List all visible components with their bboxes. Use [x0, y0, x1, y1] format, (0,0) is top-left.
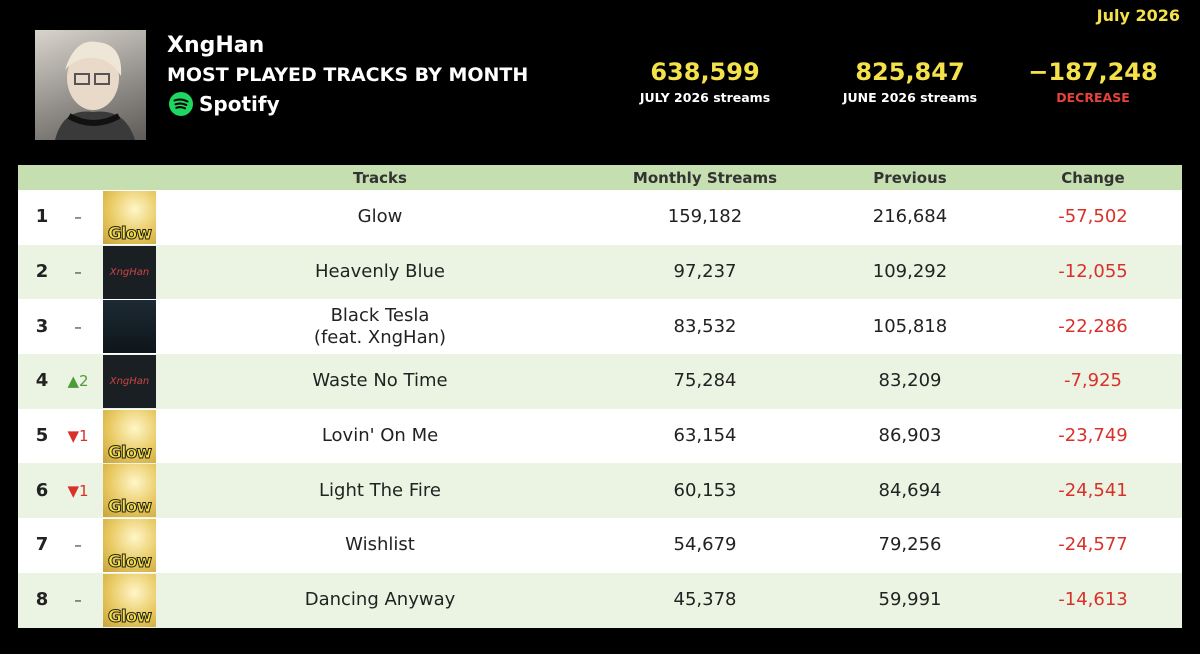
movement: – [74, 263, 82, 282]
cover-text: Glow [107, 552, 152, 573]
column-header: Monthly Streams [632, 168, 778, 187]
previous: 86,903 [878, 425, 942, 447]
track: Glow [357, 206, 403, 228]
previous: 59,991 [878, 589, 942, 611]
cover-art: XngHan [103, 245, 156, 299]
artist-name: XngHan [167, 33, 265, 58]
change: -14,613 [1058, 589, 1128, 611]
table-row: 4 ▲2 XngHan Waste No Time 75,284 83,209 -7,925 [18, 354, 1182, 409]
track: Lovin' On Me [321, 425, 439, 447]
monthly: 60,153 [673, 479, 737, 501]
monthly: 97,237 [673, 261, 737, 283]
cover-text: Glow [107, 606, 152, 627]
table-row: 5 ▼1 Glow Lovin' On Me 63,154 86,903 -23,749 [18, 408, 1182, 464]
cover-text: XngHan [109, 376, 150, 388]
movement: – [74, 591, 82, 610]
period: July 2026 [1096, 6, 1180, 25]
stat-label: DECREASE [1056, 90, 1130, 105]
column-header: Tracks [353, 168, 407, 187]
rank: 7 [35, 534, 49, 556]
track: Dancing Anyway [304, 589, 456, 611]
stat-value: 825,847 [855, 58, 965, 86]
change: -24,577 [1058, 534, 1128, 556]
spotify-icon [169, 92, 193, 116]
rank: 1 [35, 206, 49, 228]
movement: ▼1 [67, 481, 89, 500]
monthly: 75,284 [673, 370, 737, 392]
previous: 216,684 [872, 206, 948, 228]
stat-value: −187,248 [1028, 58, 1158, 86]
movement: – [74, 536, 82, 555]
rank: 3 [35, 315, 49, 337]
cover-text: Glow [107, 497, 152, 518]
monthly: 159,182 [667, 206, 743, 228]
cover-art: XngHan [103, 355, 156, 409]
cover-art: Glow [103, 464, 156, 518]
movement: – [74, 208, 82, 227]
monthly: 63,154 [673, 425, 737, 447]
previous: 83,209 [878, 370, 942, 392]
rank: 4 [35, 370, 49, 392]
table-row: 8 – Glow Dancing Anyway 45,378 59,991 -14,613 [18, 572, 1182, 628]
rank: 6 [35, 479, 49, 501]
previous: 109,292 [872, 261, 948, 283]
change: -22,286 [1058, 315, 1128, 337]
change: -57,502 [1058, 206, 1128, 228]
previous: 79,256 [878, 534, 942, 556]
stat-label: JULY 2026 streams [639, 90, 771, 105]
platform: Spotify [169, 92, 280, 116]
monthly: 83,532 [673, 315, 737, 337]
cover-art: Glow [103, 519, 156, 573]
header-row: Tracks Monthly Streams Previous Change [18, 165, 1182, 190]
stat-label: JUNE 2026 streams [842, 90, 978, 105]
cover-art: Glow [103, 191, 156, 244]
table-row: 3 – Black Tesla (feat. XngHan) 83,532 105,81… [18, 299, 1182, 355]
track: Waste No Time [312, 370, 448, 392]
cover-art: Glow [103, 573, 156, 627]
stat: 638,599 JULY 2026 streams [605, 58, 805, 105]
artist-photo [35, 30, 146, 140]
track: Black Tesla (feat. XngHan) [313, 304, 447, 348]
stat: −187,248 DECREASE [993, 58, 1193, 105]
movement: ▲2 [67, 372, 89, 391]
cover-art: Glow [103, 409, 156, 463]
table: Tracks Monthly Streams Previous Change 1 – Gl… [18, 165, 1182, 628]
change: -12,055 [1058, 261, 1128, 283]
track: Wishlist [345, 534, 415, 556]
cover-text: Glow [107, 442, 152, 463]
track: Heavenly Blue [315, 261, 445, 283]
photo-art [55, 41, 135, 140]
monthly: 54,679 [673, 534, 737, 556]
platform-name: Spotify [199, 92, 280, 116]
previous: 105,818 [872, 315, 948, 337]
change: -24,541 [1058, 479, 1128, 501]
rank: 8 [35, 589, 49, 611]
change: -7,925 [1063, 370, 1123, 392]
table-row: 7 – Glow Wishlist 54,679 79,256 -24,577 [18, 518, 1182, 573]
column-header: Previous [873, 168, 947, 187]
track: Light The Fire [319, 479, 441, 501]
monthly: 45,378 [673, 589, 737, 611]
subtitle: MOST PLAYED TRACKS BY MONTH [167, 64, 529, 86]
cover-art [103, 300, 156, 354]
table-row: 1 – Glow Glow 159,182 216,684 -57,502 [18, 190, 1182, 245]
stat: 825,847 JUNE 2026 streams [810, 58, 1010, 105]
table-row: 2 – XngHan Heavenly Blue 97,237 109,292 -12,05… [18, 244, 1182, 300]
rank: 2 [35, 261, 49, 283]
movement: ▼1 [67, 427, 89, 446]
movement: – [74, 317, 82, 336]
cover-text: Glow [107, 224, 152, 245]
table-row: 6 ▼1 Glow Light The Fire 60,153 84,694 -24,541 [18, 463, 1182, 519]
previous: 84,694 [878, 479, 942, 501]
cover-text: XngHan [109, 266, 150, 278]
rank: 5 [35, 425, 49, 447]
change: -23,749 [1058, 425, 1128, 447]
stat-value: 638,599 [650, 58, 760, 86]
column-header: Change [1061, 168, 1125, 187]
